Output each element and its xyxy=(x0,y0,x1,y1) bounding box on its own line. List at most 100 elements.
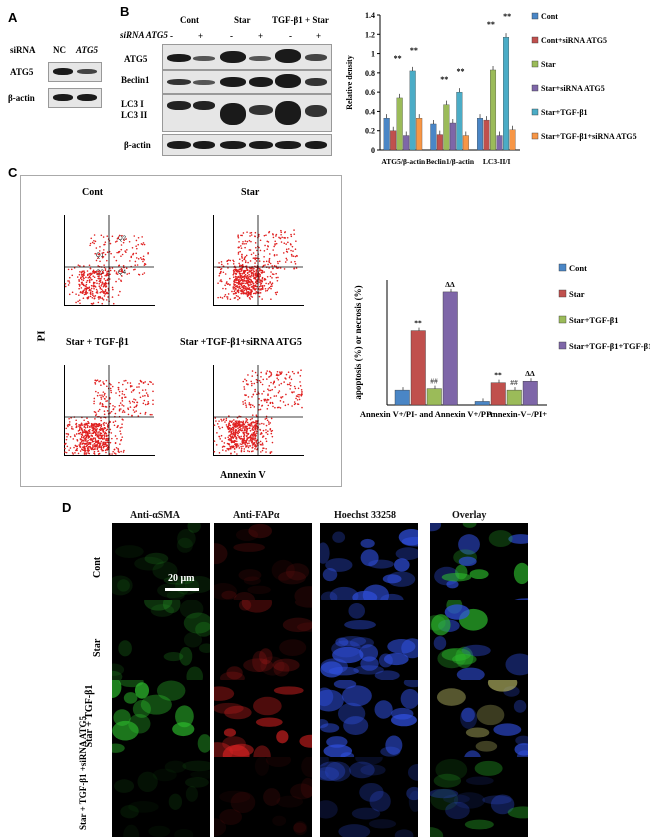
flow-dot xyxy=(106,385,108,388)
flow-dot xyxy=(224,284,226,287)
flow-dot xyxy=(121,253,124,256)
flow-dot xyxy=(225,282,228,284)
flow-dot xyxy=(88,289,91,292)
flow-dot xyxy=(248,442,250,444)
flow-dot xyxy=(244,402,247,404)
flow-dot xyxy=(288,376,291,379)
flow-dot xyxy=(255,414,258,417)
flow-dot xyxy=(263,277,266,280)
flow-dot xyxy=(258,403,260,406)
flow-dot xyxy=(90,437,92,440)
flow-dot xyxy=(241,263,244,266)
flow-dot xyxy=(261,444,264,446)
flow-dot xyxy=(269,275,272,278)
cell-shape xyxy=(271,559,295,581)
flow-dot xyxy=(272,249,274,251)
flow-dot xyxy=(99,380,102,382)
group-star: Star xyxy=(234,15,251,25)
flow-dot xyxy=(251,272,253,274)
cell-shape xyxy=(393,558,410,572)
flow-dot xyxy=(72,438,75,440)
cell-shape xyxy=(214,583,238,600)
flow-dot xyxy=(260,432,263,434)
flow-dot xyxy=(75,293,77,295)
flow-dot xyxy=(92,270,95,273)
flow-dot xyxy=(213,424,216,426)
chart-b-legend-label: Star+TGF-β1+siRNA ATG5 xyxy=(541,132,637,141)
flow-dot xyxy=(261,269,264,272)
flow-dot xyxy=(101,297,104,299)
flow-dot xyxy=(237,295,239,298)
flow-dot xyxy=(95,445,97,448)
flow-dot xyxy=(85,288,88,290)
flow-dot xyxy=(238,426,241,429)
flow-dot xyxy=(244,255,247,258)
chart-c-legend-swatch xyxy=(558,315,567,324)
flow-dot xyxy=(244,378,246,381)
flow-dot xyxy=(260,451,262,453)
cell-shape xyxy=(301,757,312,778)
flow-dot xyxy=(232,293,235,295)
flow-dot xyxy=(280,231,283,234)
flow-dot xyxy=(239,279,242,282)
flow-dot xyxy=(99,434,101,437)
flow-dot xyxy=(251,417,253,420)
flow-dot xyxy=(86,422,88,425)
flow-dot xyxy=(94,295,97,297)
flow-dot xyxy=(242,271,245,274)
flow-dot xyxy=(78,279,80,281)
flow-dot xyxy=(105,439,107,442)
flow-dot xyxy=(249,260,252,262)
flow-dot xyxy=(265,447,267,450)
flow-dot xyxy=(259,381,262,384)
flow-dot xyxy=(251,421,253,424)
flow-dot xyxy=(100,284,103,287)
flow-dot xyxy=(243,275,245,278)
flow-dot xyxy=(240,284,243,287)
flow-dot xyxy=(83,289,86,291)
flow-dot xyxy=(88,279,91,282)
flow-dot xyxy=(89,426,91,428)
cell-shape xyxy=(338,635,367,647)
flow-dot xyxy=(294,248,297,251)
flow-dot xyxy=(286,383,289,386)
flow-dot xyxy=(134,260,137,263)
flow-dot xyxy=(265,373,268,375)
panel-d-letter: D xyxy=(62,500,72,515)
flow-dot xyxy=(68,276,71,279)
flow-dot xyxy=(240,292,243,295)
flow-dot xyxy=(258,278,260,281)
flow-dot xyxy=(83,271,86,274)
flow-dot xyxy=(110,252,112,255)
flow-dot xyxy=(225,419,228,422)
flow-dot xyxy=(275,293,278,296)
cell-shape xyxy=(433,636,447,651)
flow-dot xyxy=(235,426,237,428)
flow-dot xyxy=(261,287,264,289)
flow-dot xyxy=(137,236,140,239)
flow-dot xyxy=(89,295,92,298)
flow-dot xyxy=(254,242,257,244)
flow-dot xyxy=(261,422,263,425)
cell-shape xyxy=(152,561,178,580)
flow-dot xyxy=(95,288,98,291)
panel-c-frame xyxy=(20,175,342,487)
chart-b-sig-label: ** xyxy=(410,46,418,55)
flow-scatter-dots xyxy=(64,215,154,305)
row-star: Star xyxy=(92,638,103,657)
flow-dot xyxy=(101,270,104,273)
flow-dot xyxy=(238,240,240,243)
flow-dot xyxy=(258,392,260,395)
flow-dot xyxy=(245,420,248,422)
flow-dot xyxy=(277,391,280,394)
flow-y-axis: PI xyxy=(35,330,48,342)
flow-dot xyxy=(94,379,96,382)
cell-shape xyxy=(299,734,312,748)
flow-dot xyxy=(141,258,143,261)
flow-dot xyxy=(80,428,83,431)
flow-dot xyxy=(79,265,81,267)
flow-dot xyxy=(94,422,96,425)
flow-dot xyxy=(102,422,105,425)
flow-dot xyxy=(225,450,227,452)
chart-c-bar xyxy=(410,330,426,406)
